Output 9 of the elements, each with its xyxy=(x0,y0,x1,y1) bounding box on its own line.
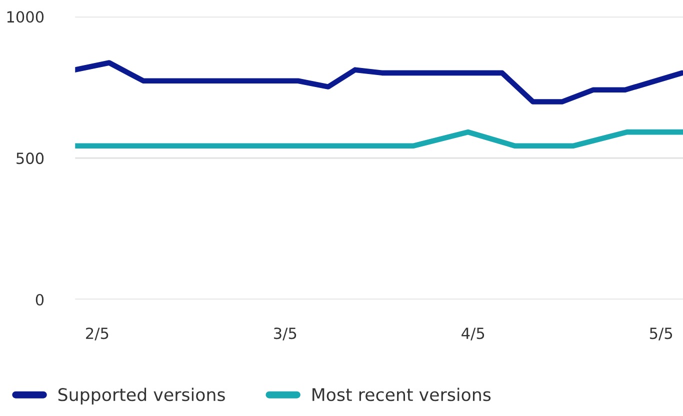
y-tick-label: 1000 xyxy=(7,11,44,23)
legend-label: Most recent versions xyxy=(312,388,491,402)
y-tick-label: 500 xyxy=(16,152,44,164)
x-tick-label: 3/5 xyxy=(274,328,296,340)
legend-label: Supported versions xyxy=(58,388,225,405)
y-tick-label: 0 xyxy=(36,294,44,306)
x-tick-label: 4/5 xyxy=(462,328,484,340)
x-tick-label: 5/5 xyxy=(650,328,672,340)
x-tick-label: 2/5 xyxy=(86,328,108,340)
